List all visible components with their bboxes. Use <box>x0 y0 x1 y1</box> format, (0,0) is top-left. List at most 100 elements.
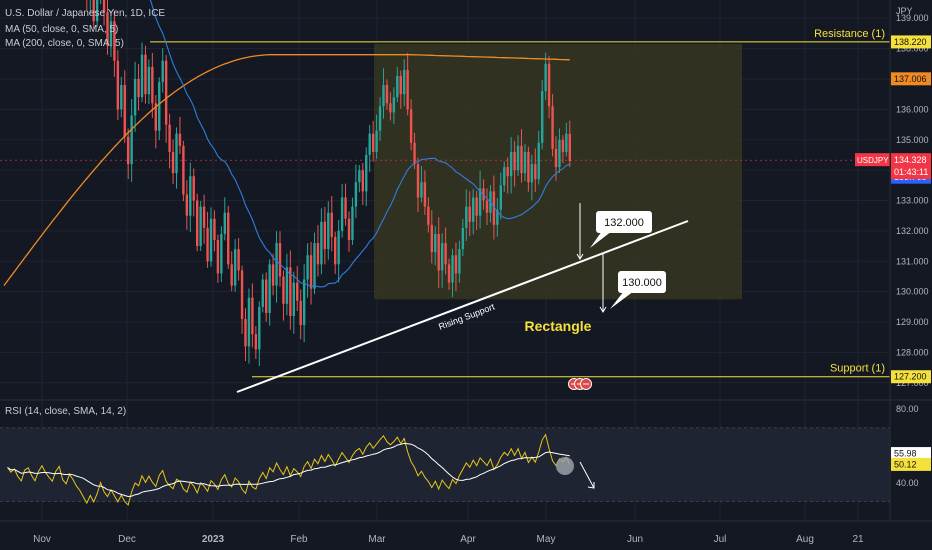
candle-body <box>213 218 216 241</box>
candle-body <box>492 191 496 225</box>
candle-body <box>551 106 554 149</box>
candle-body <box>565 133 568 152</box>
candle-body <box>106 12 109 46</box>
candle-body <box>358 170 361 183</box>
candle-body <box>520 145 523 174</box>
candle-body <box>161 60 164 83</box>
callout-pointer <box>590 231 612 248</box>
candle-body <box>534 164 537 180</box>
candle-body <box>523 151 527 174</box>
candle-body <box>427 206 430 225</box>
candle-body <box>237 249 240 271</box>
candle-body <box>406 69 409 110</box>
y-tick-label: 136.000 <box>896 104 929 114</box>
candle-body <box>140 54 144 98</box>
candle-body <box>371 133 375 152</box>
candle-body <box>278 243 282 277</box>
candle-body <box>541 91 544 143</box>
price-axis[interactable]: JPY127.000128.000129.000130.000131.00013… <box>0 0 932 520</box>
candle-body <box>403 69 406 95</box>
candle-body <box>392 97 396 113</box>
candle-body <box>544 63 547 92</box>
candle-body <box>516 145 520 171</box>
price-badge <box>891 35 931 49</box>
candle-body <box>337 230 340 265</box>
y-tick-label: 139.000 <box>896 13 929 23</box>
candle-body <box>530 164 534 183</box>
candle-body <box>185 194 189 216</box>
callout-box <box>618 271 666 293</box>
rsi-ma-line <box>7 442 570 498</box>
x-tick-label: 21 <box>852 534 864 545</box>
candle-body <box>430 224 433 253</box>
price-badge <box>891 72 931 86</box>
y-tick-label: 138.000 <box>896 44 929 54</box>
candle-body <box>230 264 233 286</box>
candle-body <box>454 255 458 274</box>
rising-support-line[interactable] <box>236 220 689 393</box>
candle-body <box>399 75 402 95</box>
rsi-value-text: 55.98 <box>894 449 917 459</box>
resistance-label: Resistance (1) <box>814 28 885 40</box>
candle-body <box>247 297 251 347</box>
candle-body <box>316 243 320 265</box>
candle-body <box>299 300 302 326</box>
candle-body <box>313 243 316 289</box>
rsi-pane <box>0 427 890 506</box>
rsi-highlight-circle <box>556 457 574 475</box>
candle-body <box>116 60 120 110</box>
candle-body <box>120 85 123 110</box>
candle-body <box>227 212 230 265</box>
target-arrows <box>576 203 607 313</box>
candle-body <box>192 176 195 201</box>
price-badge-text: 138.220 <box>894 37 927 47</box>
ma200-legend[interactable]: MA (200, close, 0, SMA, 5) <box>5 38 124 49</box>
y-tick-label: 132.000 <box>896 226 929 236</box>
candle-body <box>271 264 275 286</box>
candle-body <box>206 227 209 262</box>
candle-body <box>158 82 161 131</box>
rsi-legend[interactable]: RSI (14, close, SMA, 14, 2) <box>5 406 127 417</box>
currency-label: JPY <box>896 6 913 16</box>
candle-body <box>558 139 561 168</box>
candle-body <box>220 233 223 274</box>
candle-body <box>178 133 182 146</box>
y-tick-label: 129.000 <box>896 317 929 327</box>
event-icons[interactable] <box>568 378 592 390</box>
price-badge-text: 127.200 <box>894 372 927 382</box>
rsi-value-text: 50.12 <box>894 459 917 469</box>
candle-body <box>503 167 506 186</box>
ma50-legend[interactable]: MA (50, close, 0, SMA, 5) <box>5 24 119 35</box>
target-callout-130[interactable]: 130.000 <box>610 271 666 309</box>
candle-body <box>437 233 440 271</box>
candle-body <box>95 0 99 22</box>
candle-body <box>113 21 116 61</box>
candle-body <box>513 151 516 171</box>
x-tick-label: May <box>537 534 556 545</box>
chart-title: U.S. Dollar / Japanese Yen, 1D, ICE <box>5 8 166 19</box>
x-tick-label: Nov <box>33 534 51 545</box>
candle-body <box>223 212 226 234</box>
rectangle-label: Rectangle <box>525 318 592 334</box>
time-axis[interactable]: Nov Dec 2023 Feb Mar Apr May Jun Jul Aug 21 <box>0 520 932 545</box>
candle-body <box>289 267 292 316</box>
candle-body <box>151 66 154 104</box>
rsi-arrow <box>579 461 595 489</box>
rsi-arrow-head <box>587 482 595 489</box>
candle-body <box>268 264 271 313</box>
candle-body <box>385 85 389 104</box>
candle-body <box>147 66 151 95</box>
callout-text: 130.000 <box>622 277 662 289</box>
x-tick-label: Feb <box>290 534 308 545</box>
candle-body <box>416 164 420 198</box>
candle-body <box>382 85 385 107</box>
x-tick-label: Dec <box>118 534 136 545</box>
x-tick-label: Aug <box>796 534 814 545</box>
callout-box <box>596 211 652 233</box>
candle-body <box>344 197 347 219</box>
candle-body <box>444 243 447 265</box>
candle-body <box>123 85 126 137</box>
price-badge <box>891 370 931 384</box>
target-callout-132[interactable]: 132.000 <box>590 211 652 248</box>
